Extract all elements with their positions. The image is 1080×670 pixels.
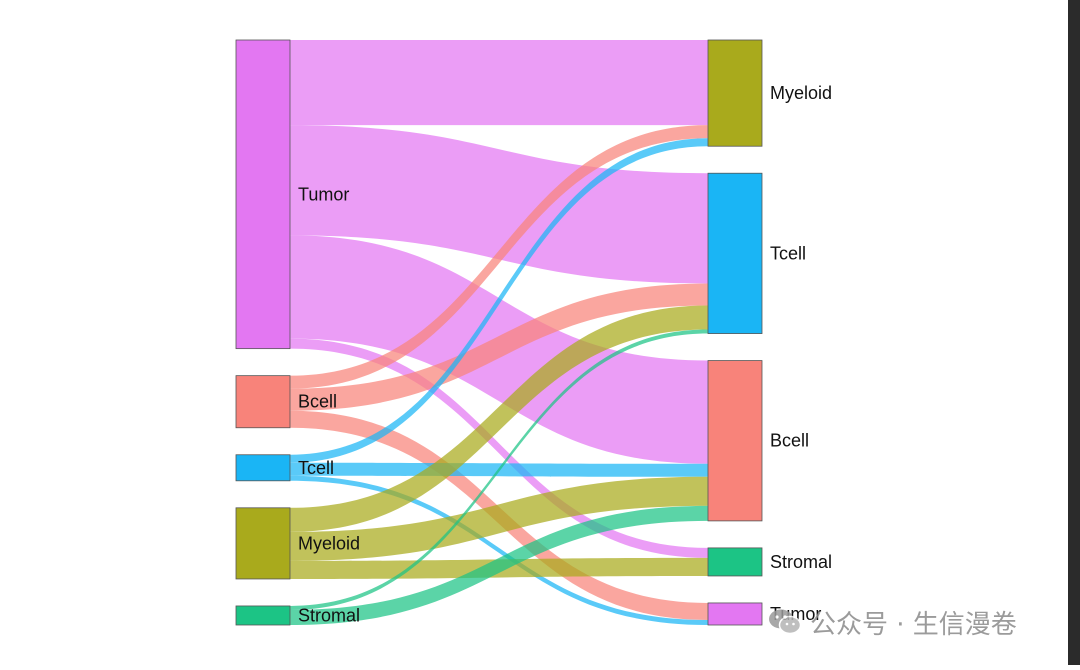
- left-node-tumor: [235, 39, 291, 350]
- right-node-label-tcell: Tcell: [770, 243, 806, 263]
- left-node-label-myeloid: Myeloid: [298, 533, 360, 553]
- right-node-label-stromal: Stromal: [770, 552, 832, 572]
- right-node-tcell: [707, 172, 763, 334]
- flow-tumor-to-tcell: [290, 125, 708, 284]
- left-node-myeloid: [235, 507, 291, 580]
- flow-myeloid-to-bcell: [290, 476, 708, 561]
- left-node-tcell: [235, 454, 291, 482]
- flow-stromal-to-tcell: [290, 329, 708, 610]
- flow-tcell-to-myeloid: [290, 138, 708, 463]
- flow-tumor-to-stromal: [290, 338, 708, 558]
- right-node-label-myeloid: Myeloid: [770, 83, 832, 103]
- sankey-nodes: [235, 39, 763, 626]
- left-node-label-tumor: Tumor: [298, 184, 349, 204]
- left-node-label-bcell: Bcell: [298, 392, 337, 412]
- right-node-label-bcell: Bcell: [770, 431, 809, 451]
- flow-bcell-to-myeloid: [290, 125, 708, 389]
- sankey-labels: Tumor Bcell Tcell Myeloid Stromal Myeloid Tcel…: [298, 83, 832, 625]
- watermark: 公众号 · 生信漫卷: [768, 602, 1017, 642]
- flow-tcell-to-tumor: [290, 475, 708, 625]
- flow-myeloid-to-tcell: [290, 305, 708, 532]
- wechat-icon: [769, 609, 802, 635]
- sankey-links: [290, 40, 708, 625]
- left-node-label-stromal: Stromal: [298, 605, 360, 625]
- right-node-tumor: [707, 602, 763, 626]
- right-node-stromal: [707, 547, 763, 577]
- flow-stromal-to-bcell: [290, 505, 708, 625]
- watermark-text: 公众号 · 生信漫卷: [810, 609, 1017, 640]
- window-edge: [1068, 0, 1080, 665]
- flow-tumor-to-myeloid: [290, 40, 708, 126]
- right-node-bcell: [707, 360, 763, 522]
- left-node-bcell: [235, 375, 291, 429]
- flow-bcell-to-tcell: [290, 283, 708, 411]
- left-node-label-tcell: Tcell: [298, 458, 334, 478]
- right-node-myeloid: [707, 39, 763, 147]
- left-node-stromal: [235, 605, 291, 626]
